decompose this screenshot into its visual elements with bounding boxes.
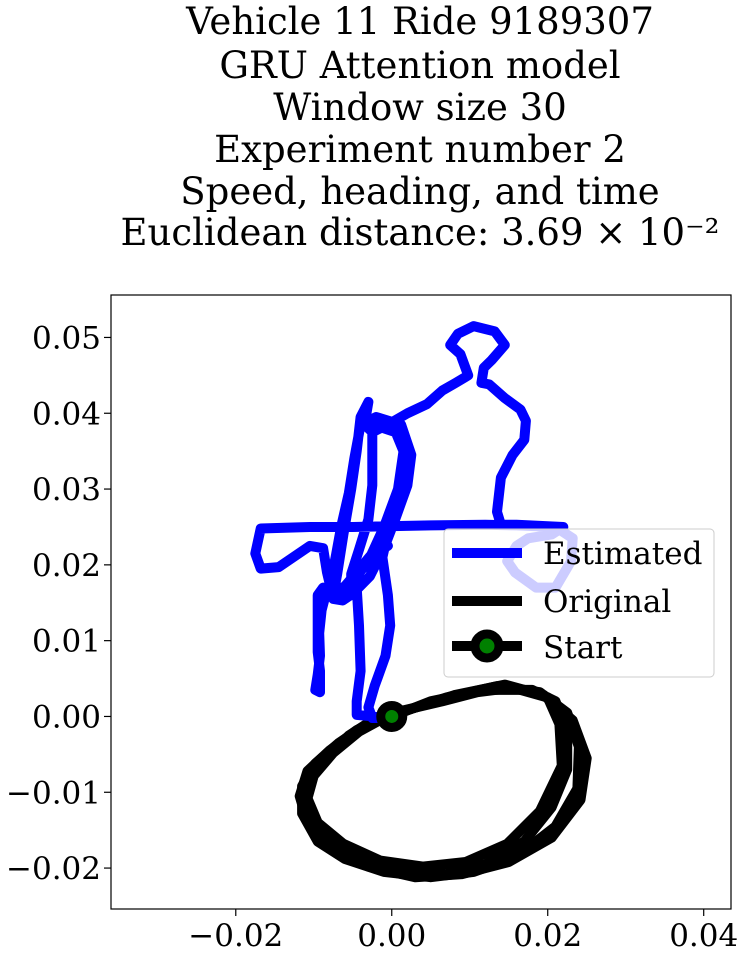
x-tick-label: −0.02 <box>188 918 283 954</box>
y-tick-label: −0.02 <box>6 851 101 887</box>
title-line-1: Vehicle 11 Ride 9189307 <box>185 0 654 43</box>
title-line-2: GRU Attention model <box>219 44 620 87</box>
x-tick-label: 0.04 <box>669 918 738 954</box>
legend-box <box>443 528 715 678</box>
y-tick-label: 0.01 <box>32 624 101 660</box>
chart-title: Vehicle 11 Ride 9189307 GRU Attention mo… <box>121 0 720 254</box>
y-tick-label: 0.00 <box>32 699 101 735</box>
y-tick-label: −0.01 <box>6 775 101 811</box>
legend-label-start: Start <box>543 630 623 666</box>
x-axis: −0.02 0.00 0.02 0.04 <box>188 909 738 954</box>
legend-swatch-start-marker <box>470 629 504 663</box>
legend-label-estimated: Estimated <box>543 536 702 572</box>
start-marker <box>376 700 408 732</box>
legend-label-original: Original <box>543 584 671 620</box>
original-line-loop-4 <box>302 682 567 872</box>
title-line-6: Euclidean distance: 3.69 × 10⁻² <box>121 211 720 254</box>
y-tick-label: 0.05 <box>32 320 101 356</box>
x-tick-label: 0.00 <box>357 918 426 954</box>
y-tick-label: 0.02 <box>32 548 101 584</box>
title-line-5: Speed, heading, and time <box>180 170 659 213</box>
y-axis: −0.02 −0.01 0.00 0.01 0.02 0.03 0.04 0.05 <box>6 320 111 887</box>
y-tick-label: 0.04 <box>32 396 101 432</box>
estimated-line <box>250 321 578 723</box>
legend: Estimated Original Start <box>443 528 715 678</box>
x-tick-label: 0.02 <box>513 918 582 954</box>
plot-area <box>250 321 592 883</box>
plot-frame <box>110 294 732 910</box>
title-line-3: Window size 30 <box>273 86 567 129</box>
y-tick-label: 0.03 <box>32 472 101 508</box>
title-line-4: Experiment number 2 <box>214 128 626 171</box>
